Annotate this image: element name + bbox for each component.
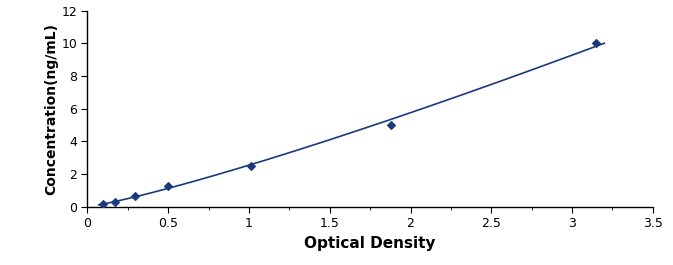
Y-axis label: Concentration(ng/mL): Concentration(ng/mL) — [44, 23, 59, 195]
X-axis label: Optical Density: Optical Density — [304, 236, 436, 251]
